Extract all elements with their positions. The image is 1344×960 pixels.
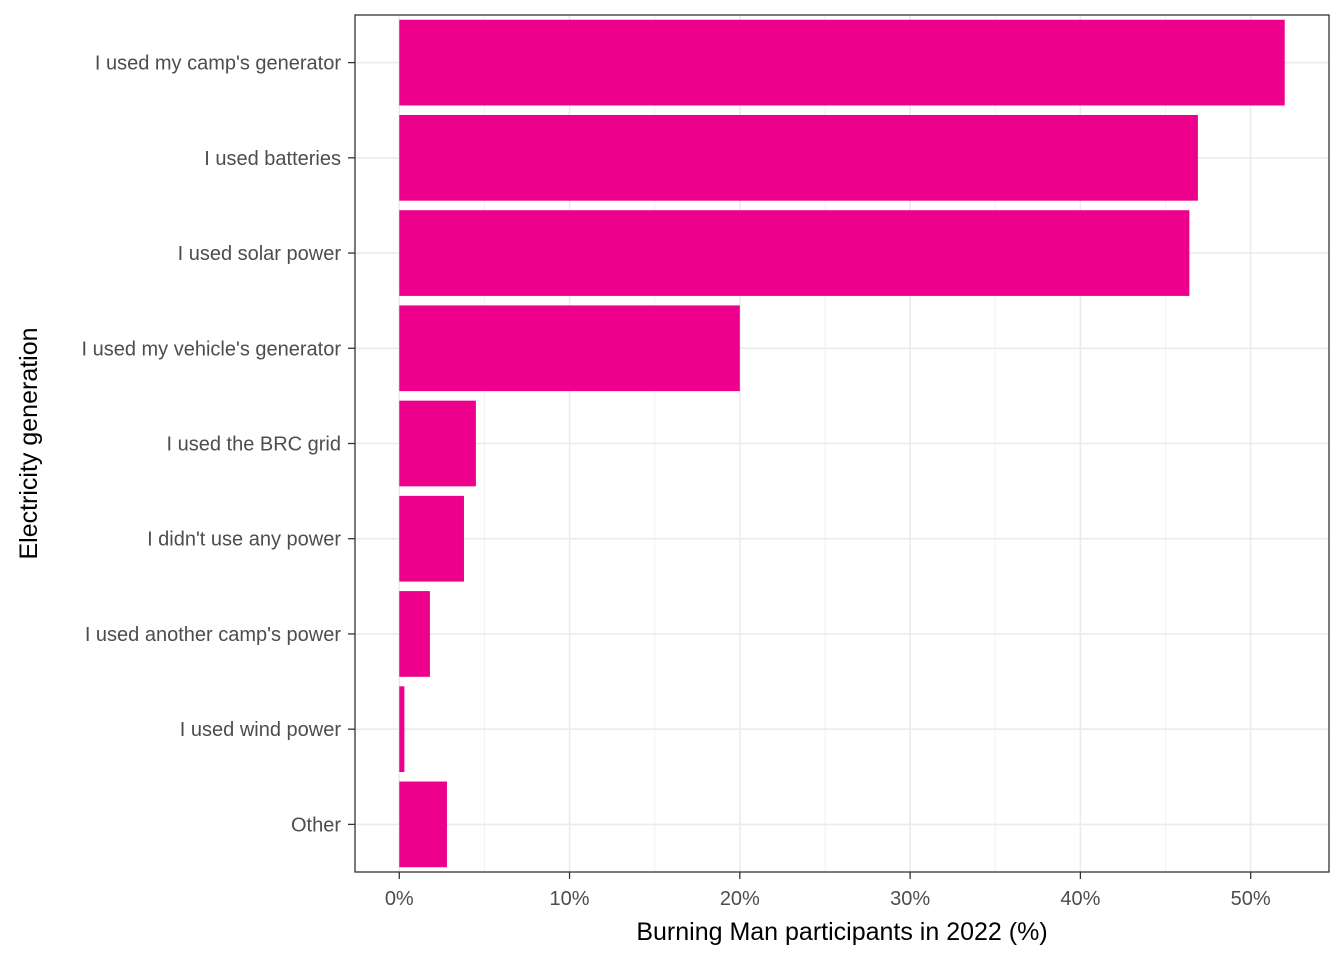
x-tick-label: 30% (890, 888, 930, 910)
x-axis: 0% 10% 20% 30% 40% 50% (385, 872, 1271, 910)
y-tick-label: Other (291, 814, 341, 836)
y-axis-title: Electricity generation (15, 327, 43, 559)
bar (399, 495, 464, 582)
y-tick-label: I didn't use any power (147, 529, 341, 551)
y-tick-label: I used my camp's generator (95, 53, 341, 75)
x-axis-title: Burning Man participants in 2022 (%) (636, 918, 1047, 946)
y-tick-label: I used wind power (180, 719, 342, 741)
bars (399, 19, 1285, 868)
bar (399, 781, 447, 868)
y-tick-label: I used the BRC grid (166, 434, 341, 456)
x-tick-label: 10% (550, 888, 590, 910)
y-tick-label: I used batteries (204, 148, 341, 170)
y-tick-label: I used my vehicle's generator (81, 338, 341, 360)
bar (399, 686, 405, 773)
bar (399, 210, 1190, 296)
y-axis: I used my camp's generator I used batteri… (81, 53, 355, 836)
bar (399, 114, 1198, 201)
bar (399, 305, 740, 392)
bar (399, 591, 430, 677)
x-tick-label: 50% (1231, 888, 1271, 910)
bar (399, 19, 1285, 106)
y-tick-label: I used solar power (178, 243, 342, 265)
bar (399, 400, 476, 487)
x-tick-label: 0% (385, 888, 414, 910)
y-tick-label: I used another camp's power (85, 624, 342, 646)
x-tick-label: 40% (1060, 888, 1100, 910)
x-tick-label: 20% (720, 888, 760, 910)
